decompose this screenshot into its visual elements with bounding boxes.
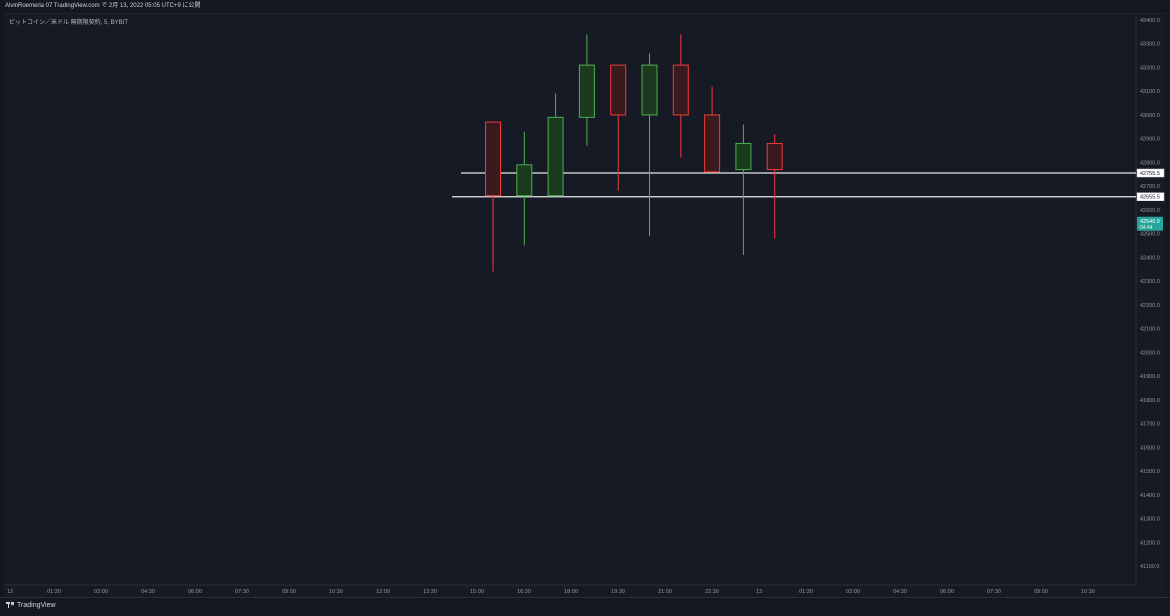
y-tick-label: 42400.0 bbox=[1140, 255, 1160, 261]
x-tick-label: 06:00 bbox=[188, 589, 202, 595]
y-tick-label: 42800.0 bbox=[1140, 160, 1160, 166]
down-candle-body bbox=[485, 121, 501, 197]
x-tick-label: 06:00 bbox=[940, 589, 954, 595]
x-tick-label: 10:30 bbox=[329, 589, 343, 595]
level-price-text: 42755.5 bbox=[1140, 171, 1160, 177]
x-tick-label: 03:00 bbox=[94, 589, 108, 595]
x-tick-label: 21:00 bbox=[658, 589, 672, 595]
down-candle-body bbox=[704, 114, 721, 173]
tradingview-logo-icon bbox=[6, 602, 14, 608]
x-tick-label: 15:00 bbox=[470, 589, 484, 595]
x-tick-label: 16:30 bbox=[517, 589, 531, 595]
footer-bar: TradingView bbox=[0, 597, 1170, 616]
up-candle-body bbox=[578, 64, 595, 118]
tradingview-brand[interactable]: TradingView bbox=[6, 602, 56, 609]
y-tick-label: 42200.0 bbox=[1140, 303, 1160, 309]
y-tick-label: 43400.0 bbox=[1140, 18, 1160, 24]
y-tick-label: 43200.0 bbox=[1140, 65, 1160, 71]
y-tick-label: 43100.0 bbox=[1140, 89, 1160, 95]
x-tick-label: 12 bbox=[7, 589, 13, 595]
y-tick-label: 41300.0 bbox=[1140, 517, 1160, 523]
y-tick-label: 42500.0 bbox=[1140, 232, 1160, 238]
x-tick-label: 13 bbox=[756, 589, 762, 595]
level-price-text: 42655.5 bbox=[1140, 195, 1160, 201]
y-tick-label: 42000.0 bbox=[1140, 350, 1160, 356]
x-tick-label: 13:30 bbox=[423, 589, 437, 595]
x-tick-label: 12:00 bbox=[376, 589, 390, 595]
y-tick-label: 43300.0 bbox=[1140, 42, 1160, 48]
level-price-badge bbox=[1136, 192, 1165, 201]
x-tick-label: 22:30 bbox=[705, 589, 719, 595]
y-tick-label: 42100.0 bbox=[1140, 327, 1160, 333]
brand-label: TradingView bbox=[17, 602, 56, 609]
publish-title: AlvinRoemeria 07 TradingView.com で 2月 13… bbox=[5, 3, 201, 9]
up-candle-body bbox=[641, 64, 658, 116]
y-tick-label: 42700.0 bbox=[1140, 184, 1160, 190]
y-tick-label: 41800.0 bbox=[1140, 398, 1160, 404]
up-candle-body bbox=[735, 142, 752, 171]
x-tick-label: 10:30 bbox=[1081, 589, 1095, 595]
last-price-badge bbox=[1137, 216, 1163, 231]
last-price-text: 42546.0 bbox=[1140, 219, 1160, 225]
x-tick-label: 01:30 bbox=[799, 589, 813, 595]
y-tick-label: 41500.0 bbox=[1140, 469, 1160, 475]
y-tick-label: 42900.0 bbox=[1140, 137, 1160, 143]
y-tick-label: 42300.0 bbox=[1140, 279, 1160, 285]
symbol-label: ビットコイン／米ドル 無期限契約, 5, BYBIT bbox=[9, 20, 129, 26]
y-tick-label: 42600.0 bbox=[1140, 208, 1160, 214]
y-tick-label: 43000.0 bbox=[1140, 113, 1160, 119]
x-tick-label: 01:30 bbox=[47, 589, 61, 595]
down-candle-body bbox=[672, 64, 689, 116]
x-tick-label: 04:30 bbox=[141, 589, 155, 595]
x-tick-label: 19:30 bbox=[611, 589, 625, 595]
x-tick-label: 04:30 bbox=[893, 589, 907, 595]
x-tick-label: 18:00 bbox=[564, 589, 578, 595]
x-tick-label: 03:00 bbox=[846, 589, 860, 595]
y-tick-label: 41600.0 bbox=[1140, 445, 1160, 451]
x-tick-label: 07:30 bbox=[987, 589, 1001, 595]
x-tick-label: 09:00 bbox=[282, 589, 296, 595]
last-price-countdown: 04:44 bbox=[1140, 225, 1153, 231]
y-tick-label: 41700.0 bbox=[1140, 422, 1160, 428]
up-candle-body bbox=[547, 116, 564, 197]
y-tick-label: 41100.0 bbox=[1140, 564, 1159, 570]
level-price-badge bbox=[1136, 168, 1165, 178]
down-candle-body bbox=[610, 64, 627, 116]
y-tick-label: 41900.0 bbox=[1140, 374, 1160, 380]
y-tick-label: 41200.0 bbox=[1140, 540, 1160, 546]
y-tick-label: 41400.0 bbox=[1140, 493, 1160, 499]
down-candle-body bbox=[766, 142, 783, 171]
x-tick-label: 07:30 bbox=[235, 589, 249, 595]
publish-header: AlvinRoemeria 07 TradingView.com で 2月 13… bbox=[0, 0, 1170, 13]
x-tick-label: 09:00 bbox=[1034, 589, 1048, 595]
up-candle-body bbox=[516, 164, 533, 197]
